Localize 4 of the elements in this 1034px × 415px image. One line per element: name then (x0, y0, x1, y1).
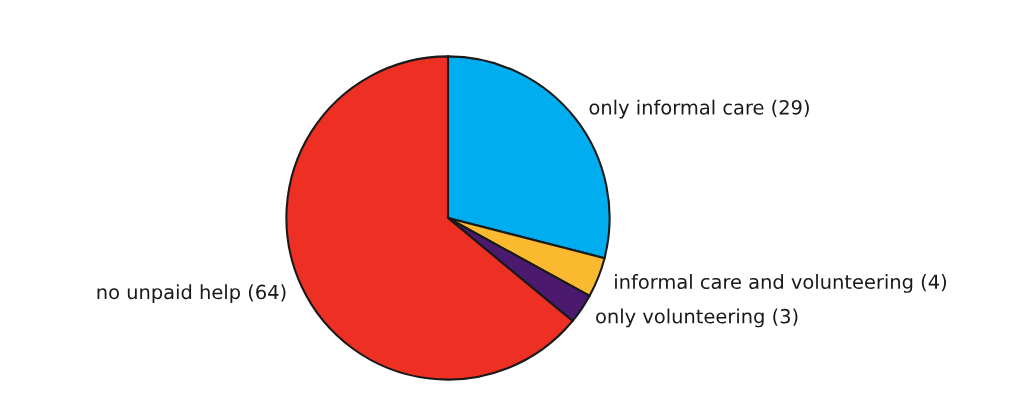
slice-label: only volunteering (3) (596, 308, 798, 328)
slice-label: only informal care (29) (589, 99, 809, 119)
slice-label: informal care and volunteering (4) (615, 274, 947, 293)
slice-label: no unpaid help (64) (97, 284, 286, 304)
